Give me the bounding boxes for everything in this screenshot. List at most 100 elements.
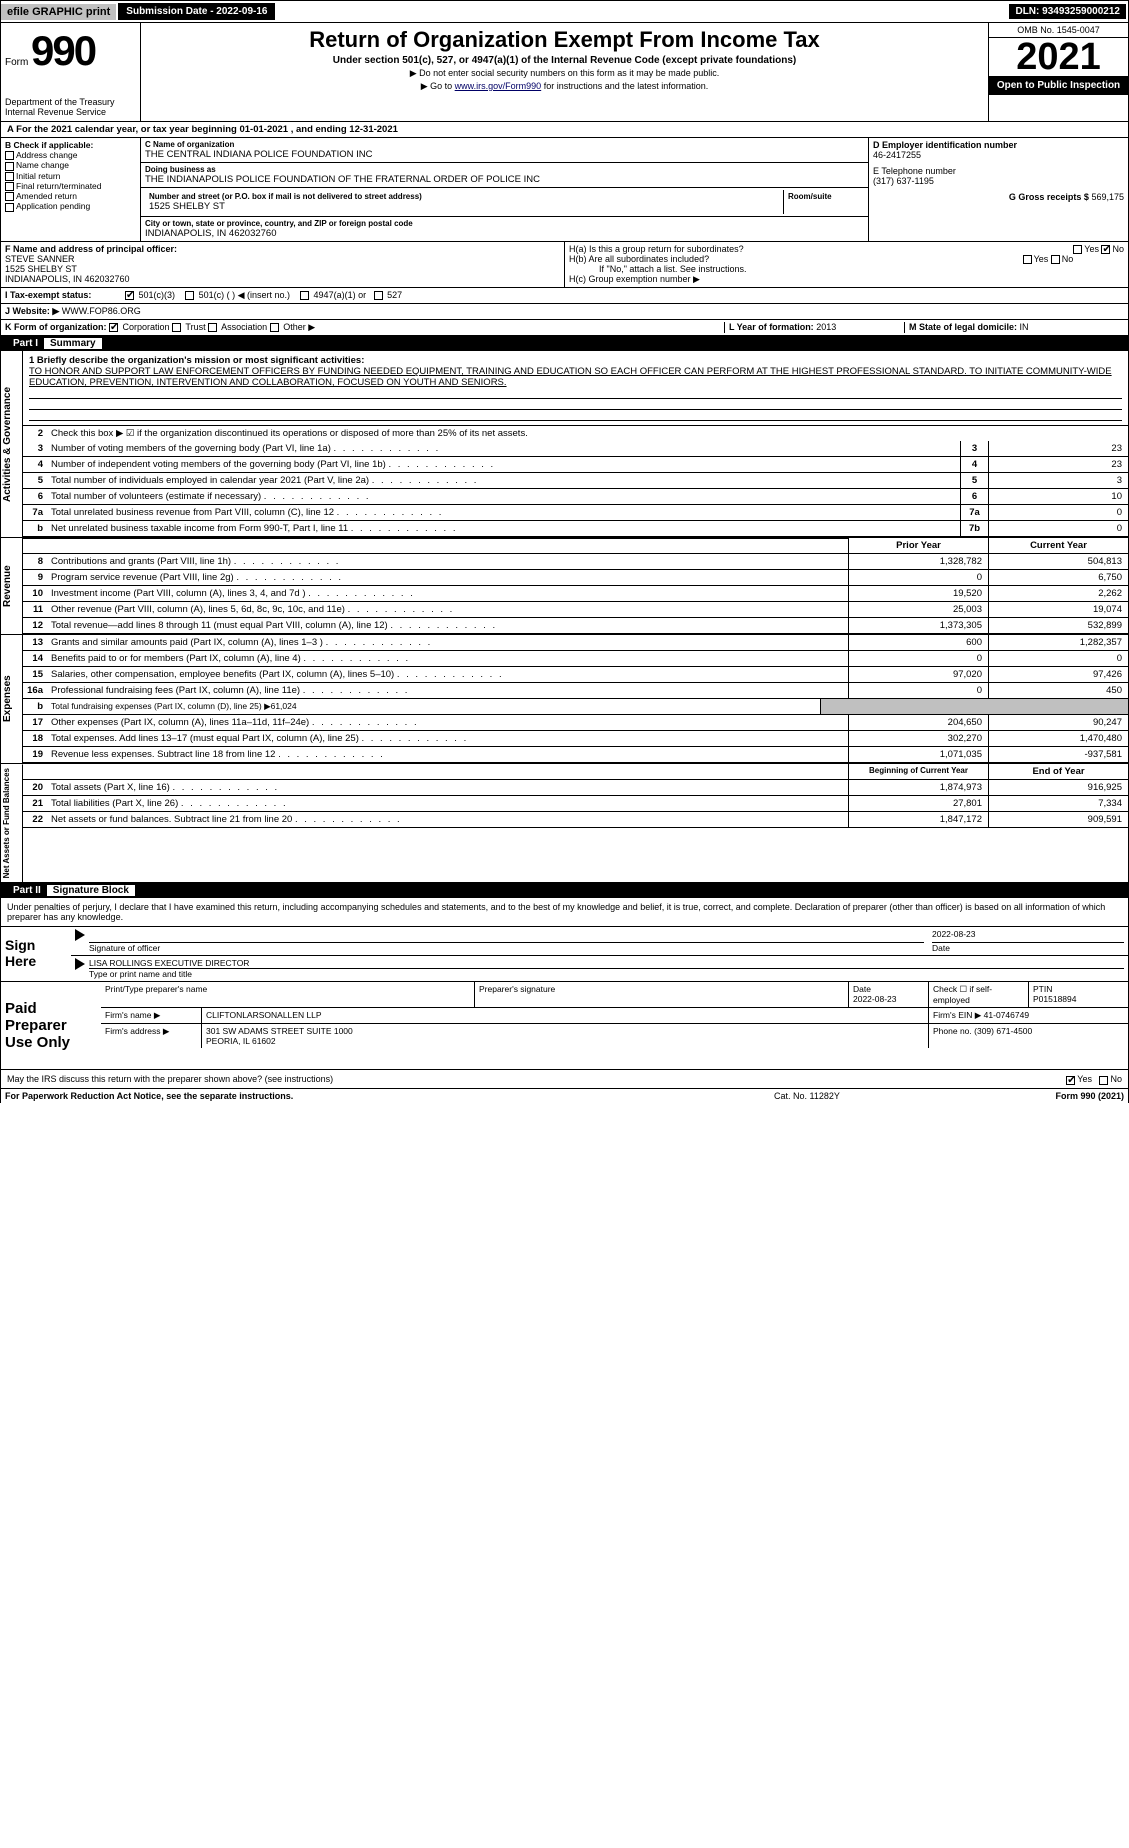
box-h: H(a) Is this a group return for subordin… [564,242,1128,287]
tab-ag: Activities & Governance [1,351,23,537]
chk-pending[interactable] [5,203,14,212]
arrow-icon [75,958,85,970]
subtitle-2: ▶ Do not enter social security numbers o… [149,68,980,79]
fh-row: F Name and address of principal officer:… [0,242,1129,288]
website: WWW.FOP86.ORG [62,306,141,316]
irs-link[interactable]: www.irs.gov/Form990 [455,81,542,91]
footer: For Paperwork Reduction Act Notice, see … [0,1089,1129,1103]
officer-sig-name: LISA ROLLINGS EXECUTIVE DIRECTOR [89,958,1124,969]
tab-rev: Revenue [1,538,23,634]
ag-line: 7aTotal unrelated business revenue from … [23,505,1128,521]
ag-line: 3Number of voting members of the governi… [23,441,1128,457]
firm-ein: 41-0746749 [984,1010,1029,1020]
data-line: 15Salaries, other compensation, employee… [23,667,1128,683]
chk-527[interactable] [374,291,383,300]
chk-amended[interactable] [5,192,14,201]
tax-year: 2021 [989,38,1128,76]
submission-date: Submission Date - 2022-09-16 [118,3,275,20]
ha-yes[interactable] [1073,245,1082,254]
firm-name: CLIFTONLARSONALLEN LLP [201,1008,928,1023]
data-line: bTotal fundraising expenses (Part IX, co… [23,699,1128,715]
chk-assoc[interactable] [208,323,217,332]
chk-other[interactable] [270,323,279,332]
ag-line: 4Number of independent voting members of… [23,457,1128,473]
paid-preparer: Paid Preparer Use Only Print/Type prepar… [0,982,1129,1070]
part1-header: Part ISummary [0,336,1129,351]
sign-here: Sign Here Signature of officer 2022-08-2… [0,927,1129,982]
org-street: 1525 SHELBY ST [149,201,779,212]
officer-name: STEVE SANNER [5,254,560,264]
firm-phone: (309) 671-4500 [974,1026,1032,1036]
summary-ag: Activities & Governance 1 Briefly descri… [0,351,1129,538]
chk-501c[interactable] [185,291,194,300]
chk-address[interactable] [5,151,14,160]
discuss-yes[interactable] [1066,1076,1075,1085]
data-line: 17Other expenses (Part IX, column (A), l… [23,715,1128,731]
form-number: 990 [31,27,95,74]
ein: 46-2417255 [873,150,1124,160]
data-line: 22Net assets or fund balances. Subtract … [23,812,1128,828]
arrow-icon [75,929,85,941]
chk-corp[interactable] [109,323,118,332]
summary-rev: Revenue Prior Year Current Year 8Contrib… [0,538,1129,635]
box-deg: D Employer identification number 46-2417… [868,138,1128,241]
summary-exp: Expenses 13Grants and similar amounts pa… [0,635,1129,764]
box-j: J Website: ▶ WWW.FOP86.ORG [0,304,1129,320]
org-city: INDIANAPOLIS, IN 462032760 [145,228,864,239]
box-f: F Name and address of principal officer:… [1,242,564,287]
chk-trust[interactable] [172,323,181,332]
data-line: 11Other revenue (Part VIII, column (A), … [23,602,1128,618]
chk-501c3[interactable] [125,291,134,300]
tab-exp: Expenses [1,635,23,763]
sign-date: 2022-08-23 [932,929,1124,943]
ag-line: 2Check this box ▶ ☑ if the organization … [23,426,1128,441]
data-line: 14Benefits paid to or for members (Part … [23,651,1128,667]
tab-net: Net Assets or Fund Balances [1,764,23,882]
box-klm: K Form of organization: Corporation Trus… [0,320,1129,336]
discuss-no[interactable] [1099,1076,1108,1085]
data-line: 16aProfessional fundraising fees (Part I… [23,683,1128,699]
mission: 1 Briefly describe the organization's mi… [23,351,1128,426]
data-line: 20Total assets (Part X, line 16) 1,874,9… [23,780,1128,796]
ag-line: bNet unrelated business taxable income f… [23,521,1128,537]
subtitle-3: ▶ Go to www.irs.gov/Form990 for instruct… [149,81,980,92]
box-b: B Check if applicable: Address change Na… [1,138,141,241]
mission-text: TO HONOR AND SUPPORT LAW ENFORCEMENT OFF… [29,366,1122,388]
box-i: I Tax-exempt status: 501(c)(3) 501(c) ( … [0,288,1129,304]
data-line: 19Revenue less expenses. Subtract line 1… [23,747,1128,763]
paid-hdr: Print/Type preparer's name Preparer's si… [101,982,1128,1008]
state-domicile: IN [1020,322,1029,332]
ha-no[interactable] [1101,245,1110,254]
net-col-hdr: Beginning of Current Year End of Year [23,764,1128,780]
ag-line: 5Total number of individuals employed in… [23,473,1128,489]
chk-4947[interactable] [300,291,309,300]
discuss-row: May the IRS discuss this return with the… [0,1070,1129,1089]
open-inspection: Open to Public Inspection [989,76,1128,95]
data-line: 18Total expenses. Add lines 13–17 (must … [23,731,1128,747]
dept-label: Department of the Treasury Internal Reve… [5,97,136,117]
data-line: 9Program service revenue (Part VIII, lin… [23,570,1128,586]
data-line: 13Grants and similar amounts paid (Part … [23,635,1128,651]
form-title: Return of Organization Exempt From Incom… [149,27,980,53]
chk-initial[interactable] [5,172,14,181]
rev-col-hdr: Prior Year Current Year [23,538,1128,554]
year-formation: 2013 [816,322,836,332]
data-line: 8Contributions and grants (Part VIII, li… [23,554,1128,570]
header-block: B Check if applicable: Address change Na… [0,138,1129,242]
ptin: P01518894 [1033,994,1077,1004]
hb-yes[interactable] [1023,255,1032,264]
data-line: 10Investment income (Part VIII, column (… [23,586,1128,602]
data-line: 21Total liabilities (Part X, line 26) 27… [23,796,1128,812]
chk-name[interactable] [5,162,14,171]
chk-final[interactable] [5,182,14,191]
gross-receipts: 569,175 [1091,192,1124,202]
summary-net: Net Assets or Fund Balances Beginning of… [0,764,1129,883]
hb-no[interactable] [1051,255,1060,264]
efile-label: efile GRAPHIC print [1,4,116,20]
org-name: THE CENTRAL INDIANA POLICE FOUNDATION IN… [145,149,864,160]
form-header: Form 990 Department of the Treasury Inte… [0,23,1129,122]
part2-header: Part IISignature Block [0,883,1129,898]
phone: (317) 637-1195 [873,176,1124,186]
penalty-text: Under penalties of perjury, I declare th… [0,898,1129,927]
topbar: efile GRAPHIC print Submission Date - 20… [0,0,1129,23]
